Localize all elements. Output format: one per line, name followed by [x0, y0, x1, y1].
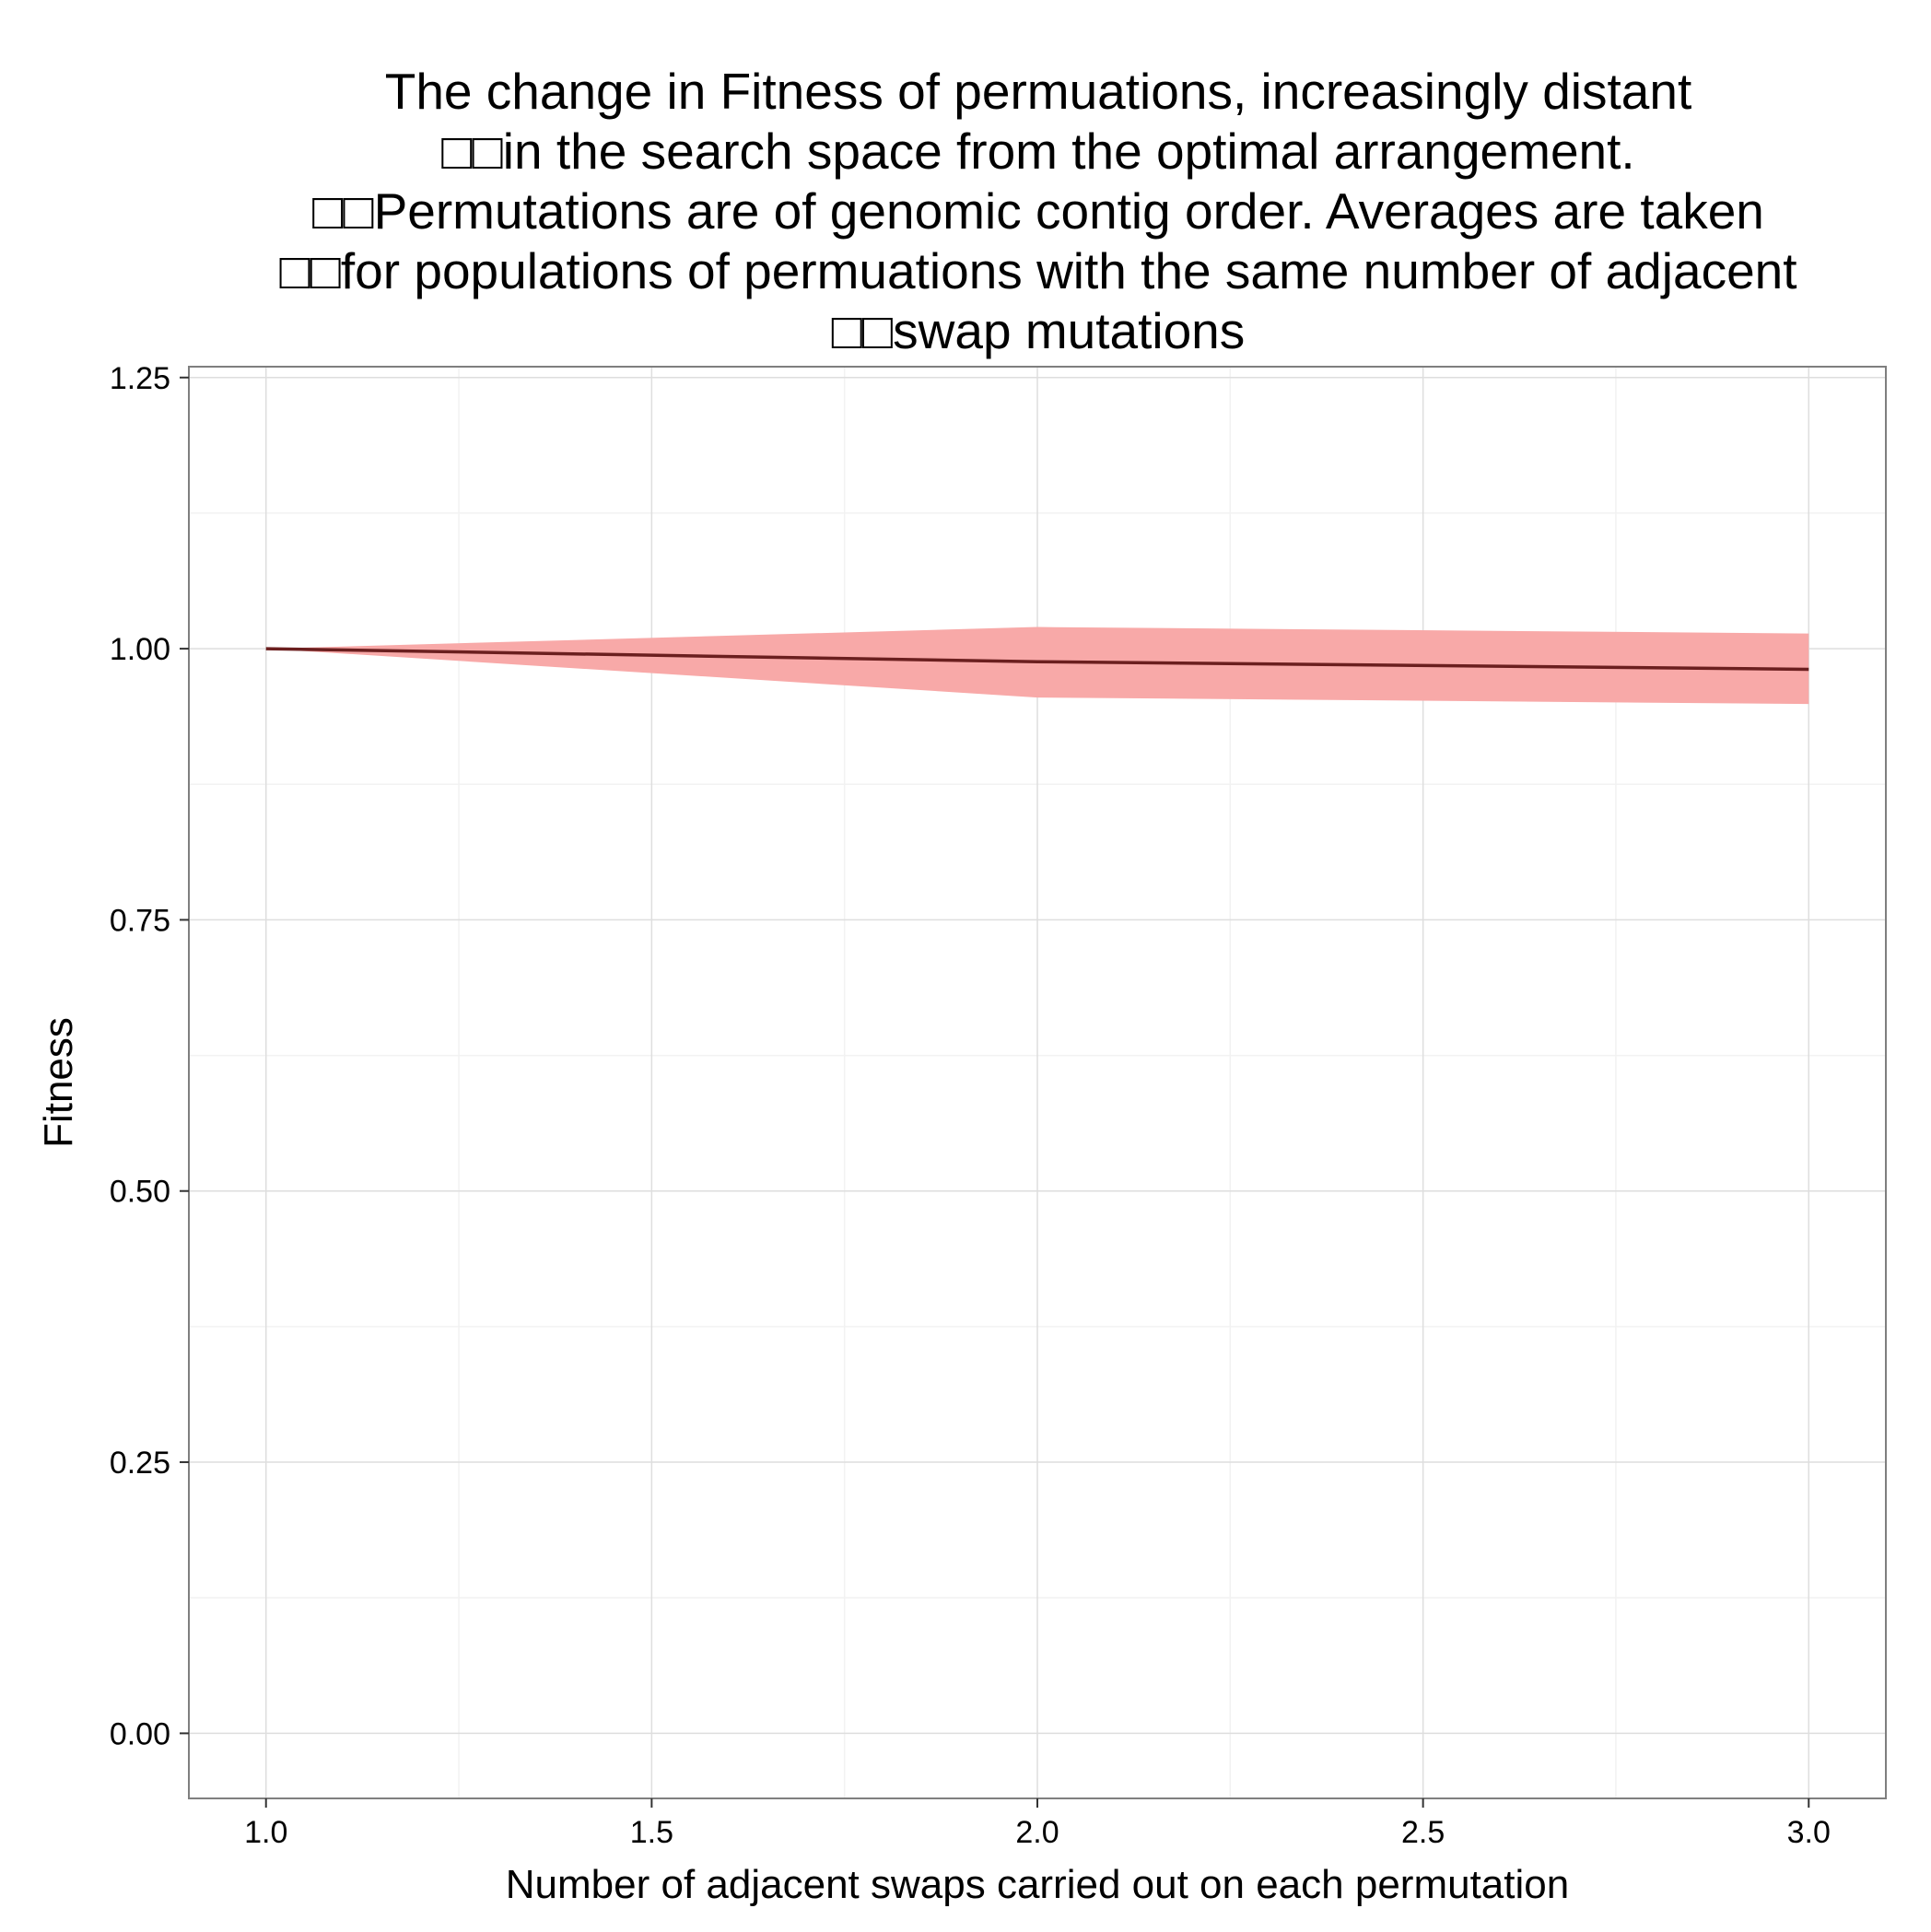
chart-title-line-3: □□Permutations are of genomic contig ord… [312, 182, 1764, 240]
plot-panel [188, 366, 1887, 1799]
chart-title-line-5: □□swap mutations [832, 302, 1246, 359]
chart-title-line-2: □□in the search space from the optimal a… [441, 123, 1634, 180]
y-tick-label: 1.25 [110, 361, 170, 396]
y-tick-label: 1.00 [110, 632, 170, 667]
chart-title-line-4: □□for populations of permuations with th… [279, 242, 1796, 299]
chart-title-line-1: The change in Fitness of permuations, in… [385, 63, 1692, 120]
confidence-band [265, 626, 1809, 705]
y-tick-label: 0.50 [110, 1175, 170, 1210]
y-axis: 0.00 0.25 0.50 0.75 1.00 1.25 [110, 361, 189, 1751]
x-tick-label: 1.0 [244, 1815, 287, 1850]
x-axis-title: Number of adjacent swaps carried out on … [506, 1862, 1569, 1907]
major-gridlines [189, 367, 1886, 1798]
y-tick-label: 0.00 [110, 1716, 170, 1751]
y-tick-label: 0.75 [110, 903, 170, 938]
y-axis-title: Fitness [36, 1017, 81, 1148]
chart-title: The change in Fitness of permuations, in… [279, 63, 1796, 359]
x-axis: 1.0 1.5 2.0 2.5 3.0 [244, 1798, 1831, 1850]
y-tick-label: 0.25 [110, 1446, 170, 1481]
x-tick-label: 3.0 [1787, 1815, 1831, 1850]
x-tick-label: 2.0 [1015, 1815, 1059, 1850]
data-marks [265, 626, 1809, 705]
x-tick-label: 2.5 [1401, 1815, 1445, 1850]
x-tick-label: 1.5 [630, 1815, 673, 1850]
